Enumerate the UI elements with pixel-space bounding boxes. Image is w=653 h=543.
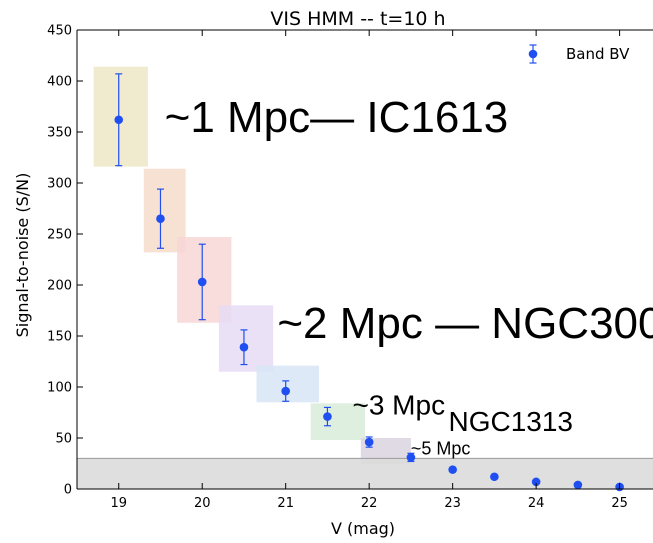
data-point [406,453,416,462]
data-point [156,214,165,223]
legend-label: Band BV [566,45,630,63]
y-tick-label: 200 [47,279,72,294]
y-tick-label: 400 [47,75,72,90]
data-point [573,480,583,490]
y-tick-label: 100 [47,381,72,396]
data-point [323,412,332,421]
x-tick-label: 22 [361,496,378,511]
highlight-box [256,365,320,403]
x-tick-label: 25 [611,496,628,511]
y-tick-label: 450 [47,24,72,39]
highlight-boxes [93,66,411,465]
annotation-label: ~2 Mpc — NGC300 [277,299,653,348]
threshold-band-rect [77,458,653,489]
chart-title: VIS HMM -- t=10 h [270,8,445,30]
data-series [114,73,624,492]
y-tick-label: 0 [64,483,72,498]
y-tick-label: 250 [47,228,72,243]
annotation-label: NGC1313 [448,406,573,437]
annotation-label: ~5 Mpc [411,438,471,458]
data-point [364,437,374,447]
axes: 0 50 100 150 200 250 300 350 400 450 19 20 21 22 23 24 2… [47,24,653,511]
data-point [239,342,249,352]
x-axis-title: V (mag) [331,519,395,538]
legend: Band BV [528,44,630,64]
legend-marker [528,49,538,59]
data-point [448,465,457,474]
y-tick-label: 300 [47,177,72,192]
data-point [114,115,124,125]
x-tick-label: 23 [444,496,461,511]
x-tick-label: 20 [194,496,211,511]
annotation-label: ~1 Mpc— IC1613 [165,93,509,142]
data-point [531,477,541,487]
data-point [281,386,290,396]
highlight-box [310,403,365,441]
y-tick-label: 350 [47,126,72,141]
data-point [197,277,207,287]
y-tick-label: 150 [47,330,72,345]
annotation-label: ~3 Mpc [352,390,445,421]
x-tick-label: 24 [528,496,545,511]
highlight-box [218,305,274,372]
annotations: ~1 Mpc— IC1613 ~2 Mpc — NGC300 ~3 MpcNGC13… [165,93,653,458]
x-tick-label: 19 [110,496,127,511]
y-tick-label: 50 [55,432,72,447]
threshold-band [77,457,653,489]
x-tick-label: 21 [277,496,294,511]
y-axis-title: Signal-to-noise (S/N) [13,173,32,338]
data-point [490,472,499,482]
